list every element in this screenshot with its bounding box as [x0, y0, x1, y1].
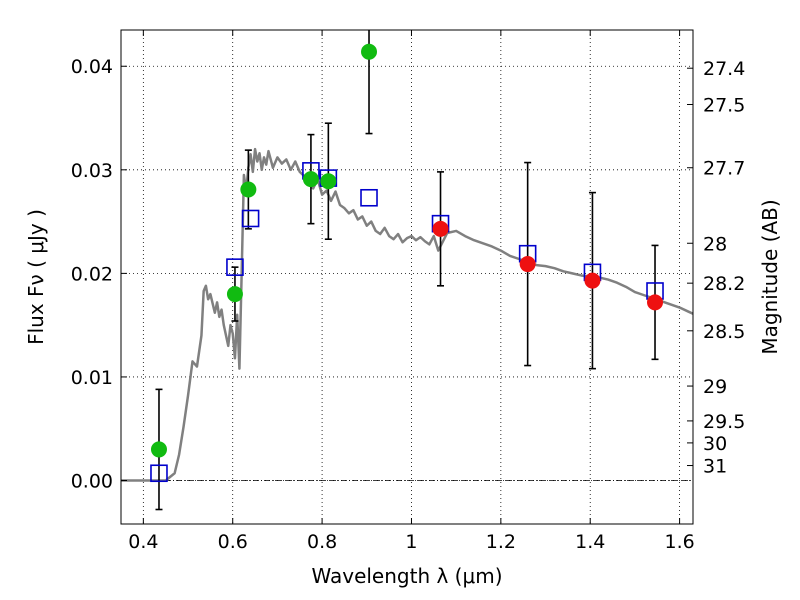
right-axis-label: Magnitude (AB) [758, 199, 782, 354]
ticks: 0.4 0.6 0.8 1 1.2 1.4 1.6 0.00 0.01 0.02 0.03 0.04 2… [71, 30, 745, 553]
right-tick-label: 29.5 [703, 411, 745, 433]
right-tick-label: 31 [703, 456, 727, 478]
x-tick-label: 0.8 [307, 531, 337, 553]
right-tick-label: 28.2 [703, 273, 745, 295]
right-tick-label: 29 [703, 376, 727, 398]
x-tick-label: 0.4 [128, 531, 158, 553]
square-marker [360, 188, 378, 207]
right-tick-label: 30 [703, 433, 727, 455]
green-point [150, 441, 167, 458]
x-tick-label: 1.4 [575, 531, 605, 553]
data-markers [150, 43, 664, 483]
x-tick-label: 1.2 [486, 531, 516, 553]
green-point [226, 286, 243, 303]
green-point [240, 181, 257, 198]
square-marker [150, 464, 168, 483]
red-point [647, 294, 664, 311]
plot-frame [120, 29, 694, 525]
y-tick-label: 0.04 [71, 56, 113, 78]
x-axis-label: Wavelength λ (μm) [311, 564, 502, 588]
x-tick-label: 1 [405, 531, 417, 553]
square-marker [226, 258, 244, 276]
right-tick-label: 28.5 [703, 321, 745, 343]
right-tick-label: 27.4 [703, 58, 745, 80]
model-curve [121, 147, 693, 482]
red-point [584, 272, 601, 289]
y-tick-label: 0.00 [71, 471, 113, 493]
right-tick-label: 27.7 [703, 158, 745, 180]
x-tick-label: 0.6 [218, 531, 248, 553]
square-marker [241, 209, 260, 228]
y-tick-label: 0.01 [71, 367, 113, 389]
right-tick-label: 27.5 [703, 94, 745, 116]
red-point [432, 220, 449, 237]
red-point [519, 256, 536, 273]
x-tick-label: 1.6 [664, 531, 694, 553]
y-tick-label: 0.03 [71, 160, 113, 182]
y-tick-label: 0.02 [71, 263, 113, 285]
plot-area [121, 30, 693, 511]
green-point [320, 173, 337, 190]
green-point [302, 171, 319, 188]
y-axis-label: Flux Fν ( μJy ) [24, 209, 48, 345]
right-tick-label: 28 [703, 233, 727, 255]
green-point [361, 43, 378, 60]
